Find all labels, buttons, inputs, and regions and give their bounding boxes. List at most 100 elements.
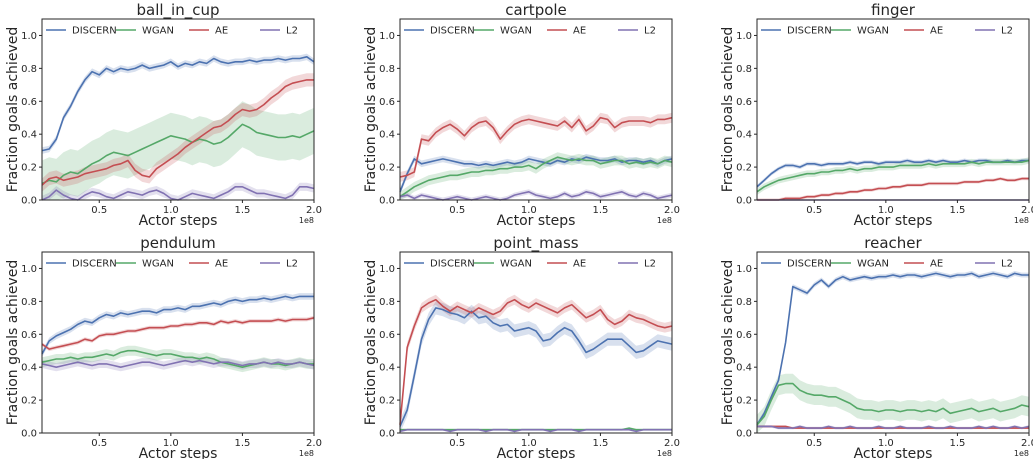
series-line-wgan xyxy=(41,123,315,185)
confidence-band-wgan xyxy=(757,373,1029,433)
confidence-band-l2 xyxy=(42,356,314,372)
legend-label-wgan: WGAN xyxy=(500,26,532,37)
confidence-band-ae xyxy=(42,315,314,352)
series-line-l2 xyxy=(757,425,1030,429)
confidence-band-ae xyxy=(400,112,672,182)
y-tick-label: 0.8 xyxy=(379,297,395,308)
y-tick-label: 0.0 xyxy=(379,196,395,207)
legend-label-l2: L2 xyxy=(644,259,656,270)
y-tick-label: 0.2 xyxy=(379,396,395,407)
series-line-ae xyxy=(41,79,314,186)
chart-title: pendulum xyxy=(140,234,216,252)
x-tick-label: 0.5 xyxy=(91,205,107,216)
legend-label-l2: L2 xyxy=(1001,259,1013,270)
confidence-band-discern xyxy=(400,301,672,433)
x-tick-label: 1.5 xyxy=(592,205,608,216)
x-tick-label: 1.5 xyxy=(234,438,250,449)
x-axis-label: Actor steps xyxy=(854,213,933,229)
plot-area xyxy=(42,252,314,433)
y-tick-label: 0.2 xyxy=(379,163,395,174)
x-tick-label: 1.0 xyxy=(521,205,537,216)
chart-title: ball_in_cup xyxy=(137,1,220,20)
confidence-band-ae xyxy=(400,294,672,430)
x-axis-label: Actor steps xyxy=(497,213,576,229)
y-tick-label: 0.2 xyxy=(21,163,37,174)
x-tick-label: 2.0 xyxy=(664,438,680,449)
series-line-wgan xyxy=(756,159,1030,193)
y-tick-label: 0.4 xyxy=(736,363,752,374)
y-tick-label: 0.4 xyxy=(379,363,395,374)
x-tick-label: 0.5 xyxy=(806,205,822,216)
y-tick-label: 0.0 xyxy=(21,196,37,207)
x-axis-multiplier: 1e8 xyxy=(657,449,672,458)
axes-frame xyxy=(756,18,1030,201)
plot-area xyxy=(757,252,1029,433)
x-tick-label: 2.0 xyxy=(1021,438,1033,449)
plot-area xyxy=(42,19,314,200)
x-tick-label: 0.5 xyxy=(806,438,822,449)
y-tick-label: 0.4 xyxy=(21,363,37,374)
y-tick-label: 0.0 xyxy=(379,429,395,440)
x-axis-multiplier: 1e8 xyxy=(299,216,314,225)
x-tick-label: 2.0 xyxy=(306,438,322,449)
x-tick-label: 2.0 xyxy=(306,205,322,216)
y-tick-label: 1.0 xyxy=(379,31,395,42)
y-tick-label: 0.2 xyxy=(21,396,37,407)
series-line-discern xyxy=(41,56,315,152)
y-tick-label: 0.2 xyxy=(736,163,752,174)
legend-label-l2: L2 xyxy=(1001,26,1013,37)
legend-label-ae: AE xyxy=(215,26,228,37)
axes-frame xyxy=(41,251,315,434)
confidence-band-wgan xyxy=(757,157,1029,196)
y-tick-label: 0.8 xyxy=(736,64,752,75)
y-tick-label: 0.6 xyxy=(379,330,395,341)
x-tick-label: 1.5 xyxy=(234,205,250,216)
x-axis-multiplier: 1e8 xyxy=(1014,449,1029,458)
axes-frame xyxy=(41,18,315,201)
y-axis-label: Fraction goals achieved xyxy=(363,27,379,192)
legend-label-discern: DISCERN xyxy=(430,259,475,270)
y-tick-label: 0.8 xyxy=(736,297,752,308)
legend-label-wgan: WGAN xyxy=(857,259,889,270)
legend-label-discern: DISCERN xyxy=(787,259,832,270)
y-tick-label: 0.6 xyxy=(21,330,37,341)
x-tick-label: 1.0 xyxy=(878,205,894,216)
y-axis-label: Fraction goals achieved xyxy=(720,27,736,192)
x-axis-multiplier: 1e8 xyxy=(1014,216,1029,225)
series-line-ae xyxy=(757,177,1029,201)
x-axis-label: Actor steps xyxy=(139,213,218,229)
legend-label-discern: DISCERN xyxy=(430,26,475,37)
series-line-discern xyxy=(399,307,673,427)
series-line-l2 xyxy=(399,191,673,201)
x-axis-multiplier: 1e8 xyxy=(299,449,314,458)
x-tick-label: 1.5 xyxy=(592,438,608,449)
legend-label-discern: DISCERN xyxy=(72,259,117,270)
y-tick-label: 1.0 xyxy=(21,31,37,42)
confidence-band-l2 xyxy=(42,182,314,200)
confidence-band-wgan xyxy=(400,152,672,200)
y-tick-label: 0.6 xyxy=(379,97,395,108)
y-tick-label: 0.4 xyxy=(379,130,395,141)
y-axis-label: Fraction goals achieved xyxy=(5,27,21,192)
y-tick-label: 0.4 xyxy=(21,130,37,141)
legend-label-ae: AE xyxy=(930,26,943,37)
x-tick-label: 1.0 xyxy=(163,205,179,216)
legend-label-ae: AE xyxy=(573,26,586,37)
y-axis-label: Fraction goals achieved xyxy=(5,260,21,425)
legend-label-ae: AE xyxy=(930,259,943,270)
series-line-l2 xyxy=(399,428,672,433)
y-tick-label: 1.0 xyxy=(379,264,395,275)
y-tick-label: 0.2 xyxy=(736,396,752,407)
y-tick-label: 1.0 xyxy=(736,31,752,42)
axes-frame xyxy=(756,251,1030,434)
series-line-ae xyxy=(41,317,315,350)
legend-label-wgan: WGAN xyxy=(142,26,174,37)
chart-title: finger xyxy=(871,1,916,19)
x-tick-label: 0.5 xyxy=(449,205,465,216)
